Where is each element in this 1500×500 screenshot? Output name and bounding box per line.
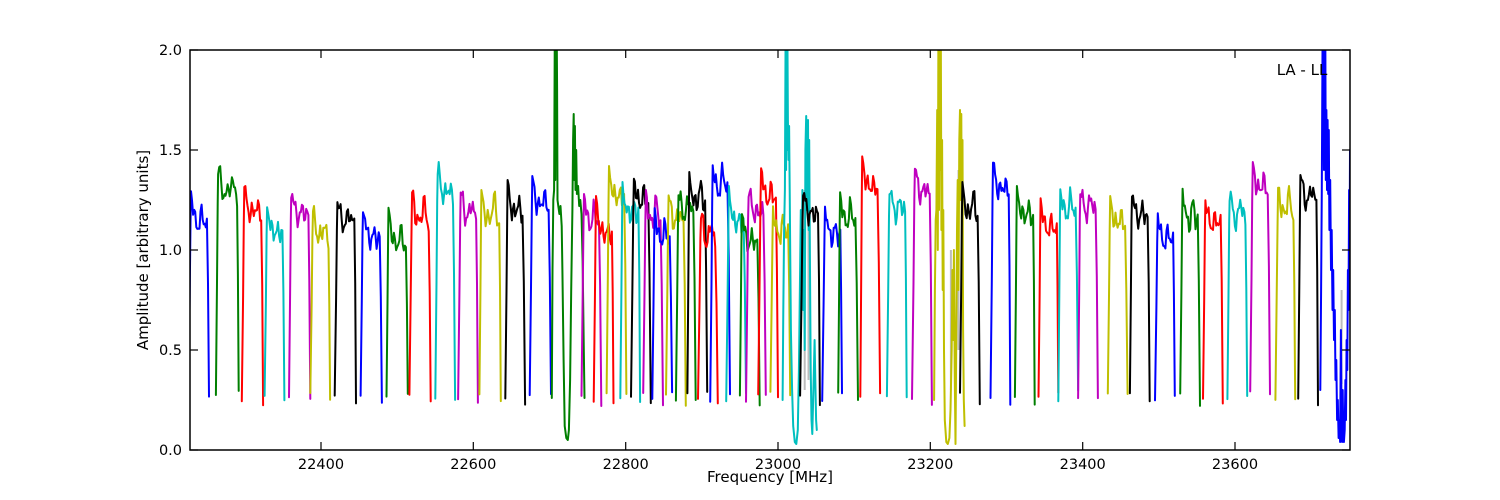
subband-trace — [911, 167, 933, 406]
subband-trace — [1297, 174, 1319, 407]
subband-trace — [190, 190, 210, 398]
correlation-pair-label: LA - LL — [1276, 61, 1328, 79]
subband-trace — [697, 212, 719, 405]
y-axis-label: Amplitude [arbitrary units] — [134, 149, 152, 351]
y-tick-label: 1.0 — [159, 243, 182, 259]
x-tick-label: 23400 — [1060, 457, 1106, 473]
spike-22710-green — [550, 50, 586, 441]
subband-trace — [580, 193, 603, 407]
subband-trace — [592, 195, 615, 405]
subband-trace — [478, 189, 502, 403]
subband-trace — [1226, 190, 1249, 401]
subband-trace — [263, 206, 286, 402]
subband-trace — [457, 190, 479, 404]
subband-trace — [309, 205, 332, 401]
spike-23720-blue — [1319, 50, 1350, 443]
subband-trace — [619, 181, 642, 403]
subband-trace — [240, 185, 265, 407]
subband-trace — [1077, 188, 1099, 400]
x-tick-label: 23600 — [1212, 457, 1258, 473]
x-tick-label: 23200 — [907, 457, 953, 473]
x-axis-label: Frequency [MHz] — [706, 468, 834, 486]
spike-23012-cyan — [781, 50, 818, 445]
x-tick-label: 23000 — [755, 457, 801, 473]
subband-trace — [504, 179, 527, 406]
subband-trace — [1154, 212, 1176, 402]
y-tick-label: 0.5 — [159, 343, 182, 359]
traces-layer — [190, 50, 1350, 445]
subband-trace — [385, 206, 409, 398]
y-tick-label: 0.0 — [159, 443, 182, 459]
y-tick-label: 1.5 — [159, 143, 182, 159]
subband-trace — [1037, 197, 1060, 398]
subband-trace — [214, 165, 240, 396]
subband-trace — [674, 190, 697, 402]
subband-trace — [738, 213, 761, 407]
subband-trace — [434, 161, 457, 401]
subband-trace — [709, 161, 731, 403]
subband-trace — [757, 167, 779, 399]
subband-trace — [408, 189, 432, 403]
subband-trace — [528, 175, 552, 397]
subband-trace — [1013, 185, 1036, 406]
subband-trace — [1179, 187, 1201, 407]
subband-trace — [745, 187, 767, 403]
subband-trace — [859, 155, 882, 398]
subband-trace — [837, 191, 859, 401]
subband-trace — [1057, 186, 1080, 403]
subband-trace — [686, 171, 709, 395]
subband-trace — [333, 201, 357, 405]
subband-trace — [288, 193, 312, 400]
subband-trace — [1128, 194, 1151, 403]
subband-trace — [959, 181, 981, 406]
subband-trace — [1202, 199, 1224, 405]
subband-trace — [359, 211, 383, 404]
y-tick-label: 2.0 — [159, 43, 182, 59]
subband-trace — [1274, 185, 1297, 401]
subband-trace — [1106, 195, 1129, 395]
x-tick-label: 22800 — [603, 457, 649, 473]
subband-trace — [989, 161, 1012, 406]
subband-trace — [769, 205, 792, 397]
axes-layer: 22400 22600 22800 23000 23200 23400 23600 0.0 0.… — [159, 43, 1351, 473]
spike-23214-yellow — [933, 50, 966, 445]
subband-trace — [1249, 161, 1271, 396]
subband-trace — [885, 189, 908, 399]
x-tick-label: 22600 — [450, 457, 496, 473]
subband-trace — [799, 192, 821, 407]
x-tick-label: 22400 — [298, 457, 344, 473]
